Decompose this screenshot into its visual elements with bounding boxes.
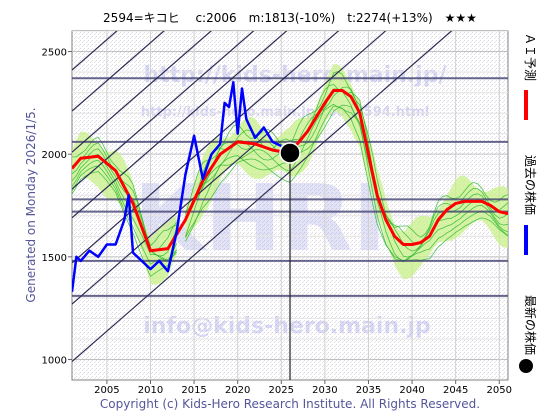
y-tick-label: 2000	[42, 150, 67, 161]
forecast-scenario-line	[185, 105, 508, 262]
x-tick-label: 2015	[181, 385, 206, 396]
x-tick-label: 2035	[356, 385, 381, 396]
x-axis: 2005 2010 2015 2020 2025 2030 2035 2040 2045 2050	[94, 380, 512, 396]
trend-channel-line	[72, 31, 288, 219]
trend-channel	[72, 31, 453, 362]
x-tick-label: 2025	[269, 385, 294, 396]
watermark-email: info@kids-hero.main.jp	[143, 314, 431, 339]
trend-channel-line	[72, 31, 212, 153]
forecast-scenario-line	[185, 104, 508, 262]
latest-markers	[279, 142, 301, 380]
x-tick-label: 2030	[312, 385, 337, 396]
x-tick-label: 2010	[138, 385, 163, 396]
legend-label-latest: 最新の株価	[523, 295, 538, 355]
generated-label: Generated on Monday 2026/1/5.	[24, 107, 38, 302]
forecast-scenario-line	[72, 136, 177, 247]
watermark-url: http://kids-hero.main.jp/	[143, 63, 447, 88]
trend-channel-line	[72, 31, 165, 112]
prediction-line	[72, 89, 508, 253]
forecast-scenario-line	[72, 148, 177, 257]
forecast-scenario-line	[72, 165, 177, 265]
legend-label-history: 過去の株価	[523, 155, 538, 215]
latest-price-marker	[279, 142, 301, 164]
trend-channel-line	[72, 31, 340, 264]
legend-swatch-latest	[519, 359, 533, 373]
x-tick-label: 2005	[94, 385, 119, 396]
series-layer	[72, 81, 508, 292]
history-line	[72, 81, 282, 292]
legend-label-prediction: ＡＩ予測	[523, 33, 537, 81]
forecast-band-area	[185, 64, 508, 280]
x-tick-label: 2050	[487, 385, 512, 396]
y-tick-label: 1000	[42, 355, 67, 366]
trend-channel-line	[72, 31, 387, 305]
forecast-scenario-line	[185, 88, 508, 258]
trend-channel-line	[72, 31, 255, 190]
chart-header: 2594=キコヒ c:2006 m:1813(-10%) t:2274(+13%…	[103, 11, 477, 25]
y-tick-label: 2500	[42, 48, 67, 59]
plot-layer: KHRI http://kids-hero.main.jp/ http://ki…	[72, 31, 508, 380]
y-axis: 1000 1500 2000 2500	[42, 48, 72, 366]
copyright-footer: Copyright (c) Kids-Hero Research Institu…	[100, 397, 480, 411]
x-tick-label: 2040	[399, 385, 424, 396]
x-tick-label: 2045	[443, 385, 468, 396]
y-tick-label: 1500	[42, 253, 67, 264]
x-tick-label: 2020	[225, 385, 250, 396]
